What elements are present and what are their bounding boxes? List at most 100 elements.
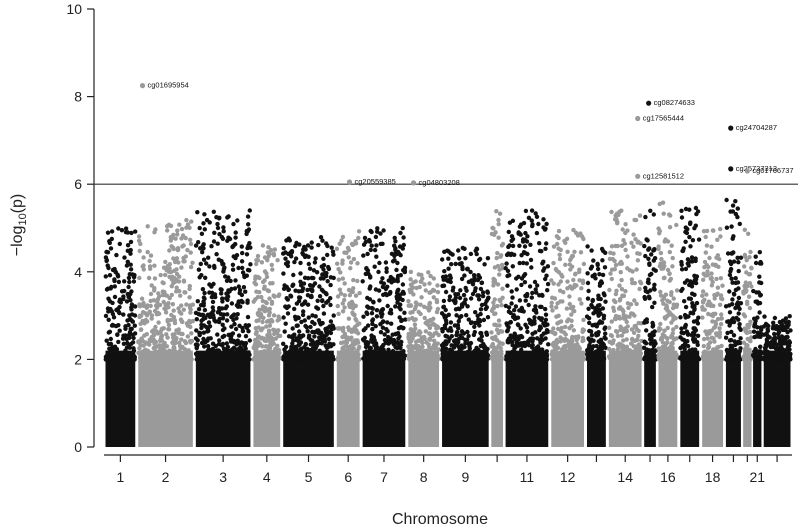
chromosome-5-point [310, 329, 315, 335]
chromosome-2-point [167, 248, 172, 253]
chromosome-3-point [217, 305, 222, 311]
chromosome-11-point [522, 342, 528, 347]
chromosome-16-point [664, 314, 669, 319]
chromosome-12-point [556, 326, 561, 332]
chromosome-7-point [400, 282, 406, 287]
chromosome-8-point [409, 346, 414, 352]
y-axis-title: −log10(p) [9, 194, 29, 257]
chromosome-12-points [549, 227, 587, 447]
chromosome-3-point [220, 261, 225, 267]
chromosome-2-point [190, 260, 195, 265]
chromosome-13-point [587, 343, 592, 348]
chromosome-3-point [226, 356, 232, 362]
chromosome-3-point [234, 303, 240, 308]
chromosome-11-point [517, 308, 522, 313]
chromosome-7-point [400, 289, 406, 295]
chromosome-13-point [586, 357, 592, 362]
chromosome-9-point [444, 278, 450, 283]
chromosome-2-point [162, 306, 167, 311]
chromosome-11-point [524, 261, 529, 266]
chromosome-9-point [465, 304, 470, 309]
chromosome-4-point [272, 294, 277, 299]
chromosome-11-point [522, 272, 528, 277]
chromosome-3-point [239, 259, 245, 264]
chromosome-9-point [440, 357, 445, 362]
chromosome-7-point [369, 243, 374, 248]
chromosome-4-point [272, 331, 277, 337]
chromosome-2-point [152, 276, 158, 281]
chromosome-5-point [311, 268, 317, 273]
chromosome-12-point [566, 342, 571, 347]
chromosome-7-point [361, 314, 366, 319]
chromosome-14-point [624, 344, 630, 349]
chromosome-15-point [642, 294, 647, 300]
chromosome-4-point [275, 258, 280, 263]
chromosome-16-point [673, 354, 678, 360]
chromosome-11-point [528, 242, 533, 247]
chromosome-5-point [302, 345, 307, 350]
chromosome-1-point [104, 353, 110, 358]
chromosome-11-point [532, 321, 537, 326]
chromosome-8-point [434, 326, 439, 331]
probe-label-cg01766737: cg01766737 [752, 166, 793, 175]
chromosome-16-point [671, 302, 676, 307]
chromosome-15-point [648, 349, 654, 354]
chromosome-1-point [103, 274, 109, 279]
chromosome-21-point [757, 280, 762, 285]
chromosome-11-point [510, 243, 516, 249]
chromosome-13-point [602, 335, 607, 340]
chromosome-9-point [454, 332, 459, 338]
chromosome-16-point [667, 299, 672, 305]
chromosome-7-point [374, 308, 380, 313]
chromosome-20-point [749, 284, 754, 289]
chromosome-11-point [517, 298, 523, 303]
chromosome-2-point [172, 318, 177, 323]
chromosome-7-point [375, 226, 380, 231]
chromosome-1-point [103, 313, 109, 319]
data-points [103, 197, 793, 447]
chromosome-9-point [482, 262, 487, 267]
chromosome-17-point [689, 255, 695, 260]
chromosome-5-point [299, 302, 305, 307]
chromosome-8-dense-points [408, 350, 440, 447]
chromosome-12-point [577, 297, 582, 302]
chromosome-18-point [700, 304, 705, 310]
chromosome-19-point [735, 300, 741, 305]
chromosome-5-point [321, 311, 327, 316]
chromosome-8-point [427, 344, 432, 350]
chromosome-2-point [145, 356, 150, 362]
chromosome-3-point [220, 322, 225, 327]
chromosome-17-point [688, 296, 694, 301]
x-tick-label-chromosome-1: 1 [116, 469, 124, 485]
chromosome-3-point [211, 209, 216, 214]
chromosome-18-point [715, 285, 721, 290]
chromosome-3-point [198, 261, 203, 267]
chromosome-19-point [736, 311, 741, 316]
chromosome-9-point [476, 297, 482, 302]
chromosome-17-point [679, 267, 685, 272]
chromosome-17-point [679, 326, 684, 331]
chromosome-2-point [181, 255, 186, 261]
chromosome-18-point [719, 343, 724, 349]
chromosome-2-point [149, 313, 155, 318]
chromosome-11-point [512, 350, 518, 355]
chromosome-7-point [398, 273, 403, 278]
chromosome-7-point [394, 345, 400, 351]
chromosome-3-point [229, 301, 235, 306]
chromosome-7-point [400, 225, 405, 231]
chromosome-21-point [753, 346, 758, 352]
chromosome-13-dense-points [587, 350, 606, 447]
chromosome-1-point [112, 278, 117, 284]
chromosome-9-point [485, 290, 490, 295]
chromosome-5-point [311, 275, 316, 281]
chromosome-9-point [464, 313, 469, 318]
chromosome-11-point [543, 312, 549, 317]
chromosome-20-point [741, 312, 746, 317]
chromosome-5-point [282, 357, 287, 362]
y-axis-title-sub: 10 [17, 213, 29, 225]
chromosome-2-point [145, 303, 150, 308]
chromosome-22-point [778, 341, 783, 347]
chromosome-7-point [392, 253, 397, 259]
chromosome-15-point [647, 357, 652, 362]
chromosome-3-point [206, 255, 211, 260]
